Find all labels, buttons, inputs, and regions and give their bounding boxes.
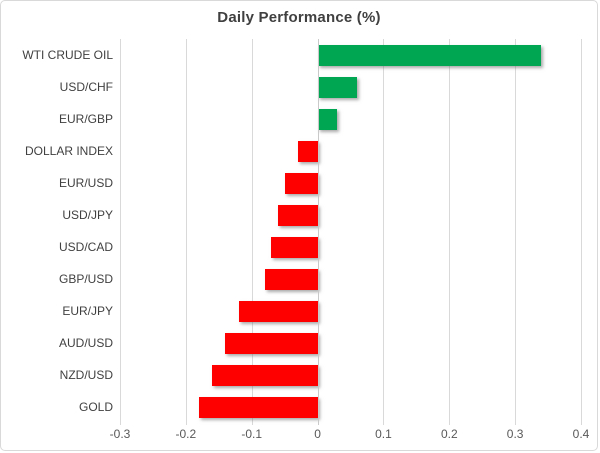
category-label: EUR/GBP: [58, 112, 113, 126]
bar-nzd-usd: [212, 364, 318, 386]
category-label: AUD/USD: [58, 336, 113, 350]
bar-gbp-usd: [264, 268, 318, 290]
category-label: USD/JPY: [62, 208, 113, 222]
bar-wti-crude-oil: [317, 44, 542, 66]
gridline: [581, 39, 582, 425]
x-tick-label: -0.1: [241, 427, 263, 441]
gridline: [185, 39, 187, 425]
bar-aud-usd: [225, 332, 318, 354]
gridline: [383, 39, 385, 425]
zero-axis-line: [317, 39, 319, 425]
x-tick-label: 0.3: [506, 427, 524, 441]
bar-usd-chf: [317, 76, 358, 98]
value-axis: -0.3 -0.2 -0.1 0 0.1 0.2 0.3 0.4: [110, 427, 590, 445]
gridline: [120, 39, 121, 425]
category-label: GBP/USD: [58, 272, 113, 286]
x-tick-label: 0.2: [440, 427, 458, 441]
x-tick-label: 0.1: [375, 427, 392, 441]
bar-usd-jpy: [278, 204, 318, 226]
bar-eur-jpy: [238, 300, 318, 322]
category-axis: WTI CRUDE OIL USD/CHF EUR/GBP DOLLAR INDEX E…: [1, 39, 113, 423]
category-label: WTI CRUDE OIL: [22, 48, 113, 62]
category-label: DOLLAR INDEX: [24, 144, 113, 158]
x-tick-label: -0.2: [175, 427, 197, 441]
bar-dollar-index: [297, 140, 318, 162]
bar-eur-gbp: [317, 108, 338, 130]
category-label: USD/CAD: [58, 240, 113, 254]
plot-area: [120, 39, 582, 425]
category-label: USD/CHF: [59, 80, 113, 94]
x-tick-label: -0.3: [109, 427, 131, 441]
x-tick-label: 0.4: [572, 427, 590, 441]
bar-gold: [199, 396, 318, 418]
gridline: [515, 39, 517, 425]
category-label: GOLD: [78, 400, 113, 414]
gridline: [251, 39, 253, 425]
bar-usd-cad: [271, 236, 318, 258]
category-label: EUR/USD: [58, 176, 113, 190]
category-label: NZD/USD: [59, 368, 113, 382]
bar-eur-usd: [284, 172, 318, 194]
x-tick-label: 0: [314, 427, 321, 441]
gridline: [449, 39, 451, 425]
category-label: EUR/JPY: [62, 304, 113, 318]
chart-title: Daily Performance (%): [217, 9, 381, 26]
